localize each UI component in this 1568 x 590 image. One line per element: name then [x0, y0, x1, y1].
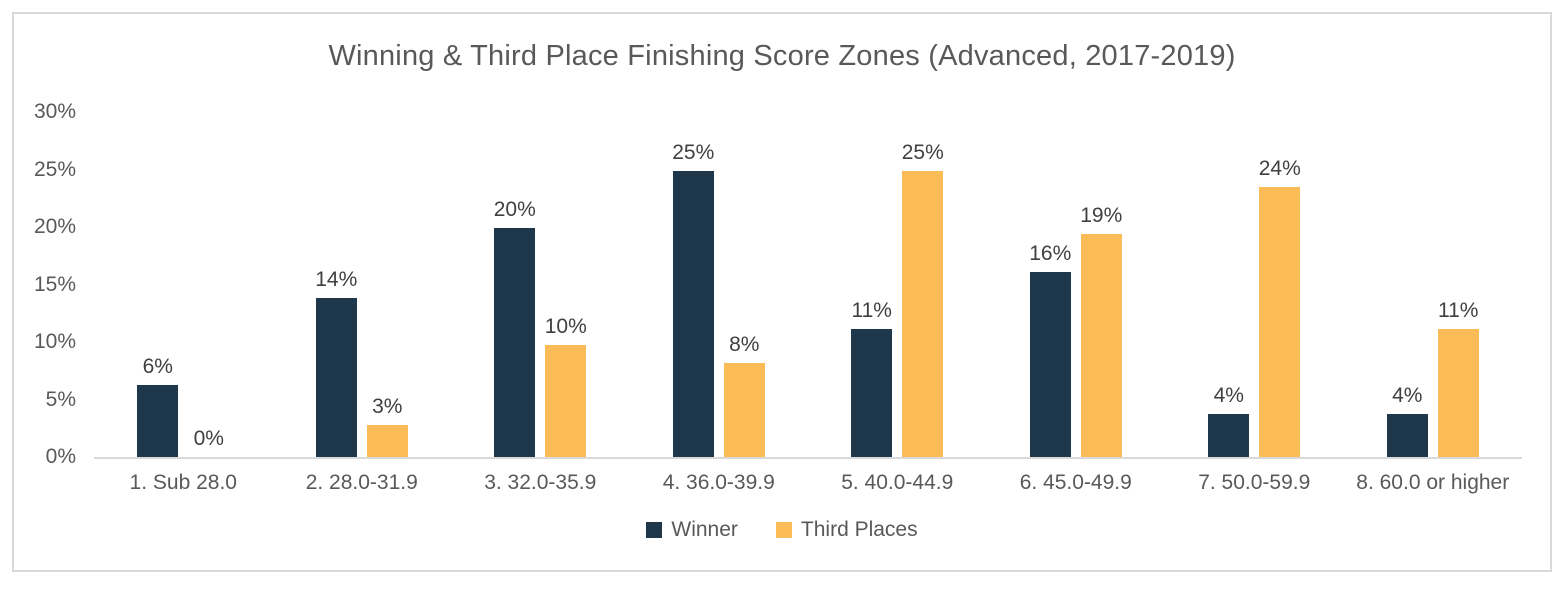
winner-bar: 11% — [851, 299, 893, 457]
data-label: 0% — [193, 427, 224, 450]
legend-item-third-places: Third Places — [775, 518, 918, 542]
y-tick-label: 30% — [33, 100, 76, 123]
legend-swatch — [775, 522, 792, 538]
data-label: 4% — [1213, 384, 1244, 408]
y-tick-label: 20% — [33, 215, 76, 238]
y-tick-label: 0% — [45, 445, 76, 468]
y-tick-label: 25% — [33, 157, 76, 181]
bar-group: 4% 11% — [1344, 112, 1523, 457]
data-label: 19% — [1080, 203, 1123, 227]
winner-bar: 6% — [137, 355, 179, 457]
data-label: 14% — [315, 268, 358, 292]
data-label: 25% — [901, 140, 944, 164]
third-places-bar: 24% — [1259, 157, 1301, 457]
chart-frame: Winning & Third Place Finishing Score Zo… — [12, 12, 1552, 572]
x-category-label: 5. 40.0-44.9 — [841, 471, 954, 494]
y-tick-label: 15% — [33, 272, 76, 296]
bar-group: 11% 25% — [808, 112, 987, 457]
data-label: 10% — [544, 315, 587, 339]
plot-area: 6% 0% 14% 3% 20% 10% 25% 8% 11% 25% 16% 19% 4% 24% 4% 1… — [94, 112, 1522, 459]
winner-bar: 20% — [494, 198, 536, 457]
third-places-bar: 3% — [366, 395, 408, 457]
bar-group: 20% 10% — [451, 112, 630, 457]
x-category-label: 4. 36.0-39.9 — [662, 471, 775, 494]
bar-group: 16% 19% — [987, 112, 1166, 457]
third-places-bar: 19% — [1080, 204, 1122, 457]
data-label: 4% — [1392, 384, 1423, 408]
x-category-label: 2. 28.0-31.9 — [305, 471, 418, 494]
data-label: 3% — [372, 394, 403, 418]
y-tick-label: 5% — [45, 387, 76, 411]
data-label: 8% — [729, 332, 760, 356]
legend: Winner Third Places — [14, 518, 1550, 542]
data-label: 20% — [493, 198, 536, 222]
bar-group: 4% 24% — [1165, 112, 1344, 457]
winner-bar: 25% — [672, 141, 714, 457]
third-places-bar: 10% — [545, 315, 587, 457]
winner-bar: 4% — [1386, 384, 1428, 457]
data-label: 11% — [851, 299, 892, 323]
third-places-bar: 11% — [1437, 299, 1479, 457]
x-category-label: 3. 32.0-35.9 — [484, 471, 597, 494]
x-category-label: 8. 60.0 or higher — [1356, 471, 1510, 494]
x-category-label: 7. 50.0-59.9 — [1198, 471, 1311, 494]
x-category-label: 1. Sub 28.0 — [129, 471, 237, 494]
legend-label: Winner — [671, 518, 738, 541]
data-label: 6% — [142, 354, 173, 378]
legend-item-winner: Winner — [646, 518, 738, 542]
data-label: 24% — [1258, 156, 1301, 180]
bar-group: 6% 0% — [94, 112, 273, 457]
third-places-bar: 25% — [902, 141, 944, 457]
y-tick-label: 10% — [33, 330, 76, 353]
third-places-bar: 8% — [723, 333, 765, 457]
bar-group: 25% 8% — [630, 112, 809, 457]
x-category-label: 6. 45.0-49.9 — [1019, 471, 1132, 494]
winner-bar: 14% — [315, 268, 357, 457]
winner-bar: 16% — [1029, 242, 1071, 457]
legend-label: Third Places — [800, 518, 918, 541]
data-label: 11% — [1438, 299, 1479, 323]
data-label: 25% — [672, 140, 715, 164]
legend-swatch — [646, 522, 663, 538]
winner-bar: 4% — [1208, 384, 1250, 457]
data-label: 16% — [1029, 241, 1072, 265]
chart-title: Winning & Third Place Finishing Score Zo… — [328, 40, 1236, 72]
bar-group: 14% 3% — [273, 112, 452, 457]
